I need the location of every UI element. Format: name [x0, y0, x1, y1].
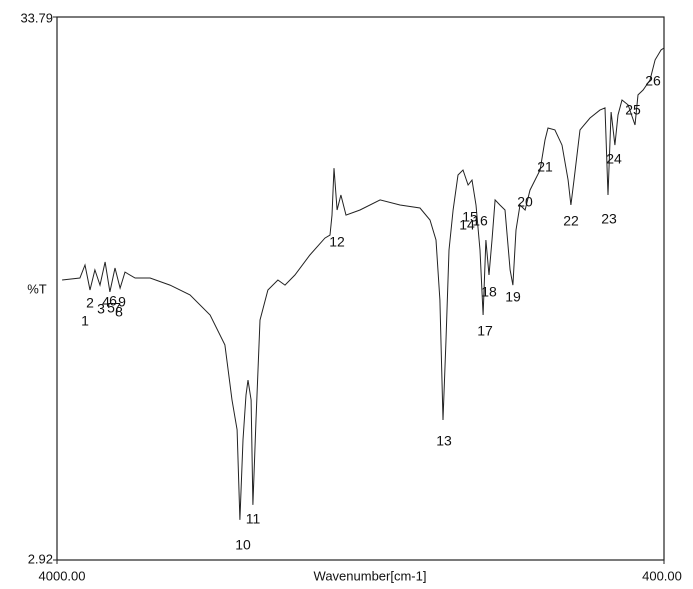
peak-label: 16 [472, 213, 488, 229]
peak-label: 8 [115, 304, 123, 320]
peak-label: 21 [537, 159, 553, 175]
peak-label: 6 [109, 293, 117, 309]
peak-label: 9 [118, 294, 126, 310]
peak-label: 19 [505, 289, 521, 305]
peak-label: 5 [107, 300, 115, 316]
x-axis-label: Wavenumber[cm-1] [314, 568, 427, 583]
peak-label: 20 [517, 194, 533, 210]
peak-label: 25 [625, 102, 641, 118]
peak-label: 3 [97, 301, 105, 317]
peak-label: 7 [113, 300, 121, 316]
peak-label: 26 [645, 73, 661, 89]
x-tick-label: 4000.00 [39, 568, 86, 583]
peak-label: 14 [459, 217, 475, 233]
x-tick-label: 400.00 [642, 568, 682, 583]
y-axis-label: %T [27, 281, 47, 296]
peak-label: 1 [81, 313, 89, 329]
peak-label: 15 [462, 209, 478, 225]
y-tick-label: 33.79 [20, 10, 53, 25]
peak-label: 24 [606, 151, 622, 167]
peak-label: 18 [481, 284, 497, 300]
plot-frame [56, 16, 665, 561]
peak-label: 23 [601, 211, 617, 227]
peak-label: 10 [235, 537, 251, 553]
peak-label: 2 [86, 295, 94, 311]
peak-label: 4 [102, 294, 110, 310]
peak-label: 11 [246, 511, 261, 527]
spectrum-line [62, 47, 665, 520]
peak-label: 17 [477, 323, 493, 339]
peak-label: 13 [436, 433, 452, 449]
peak-label: 22 [563, 213, 579, 229]
y-tick-label: 2.92 [28, 551, 53, 566]
peak-label: 12 [329, 234, 345, 250]
